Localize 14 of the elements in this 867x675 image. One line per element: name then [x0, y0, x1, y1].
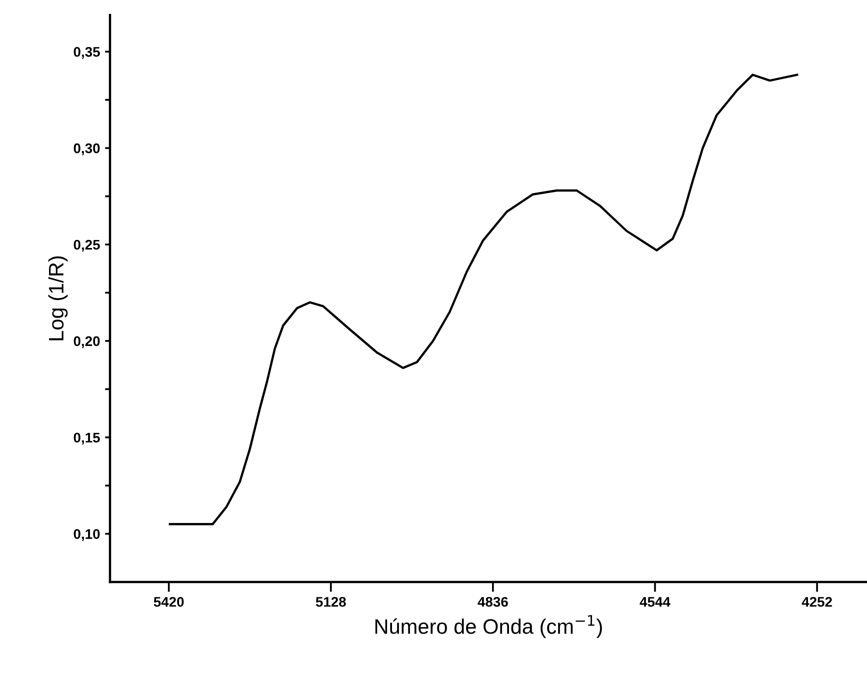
line-series	[168, 74, 798, 526]
y-tick-label: 0,10	[74, 529, 100, 541]
y-tick-label: 0,25	[74, 240, 100, 252]
x-tick-label: 5128	[316, 596, 346, 607]
y-tick-label: 0,20	[74, 336, 100, 348]
y-tick-label: 0,30	[74, 143, 100, 156]
y-axis-title: Log (1/R)	[48, 256, 68, 340]
x-tick-label: 4544	[640, 597, 670, 607]
y-tick-label: 0,15	[74, 432, 100, 445]
y-tick-label: 0,35	[74, 46, 100, 59]
x-tick-label: 4252	[802, 596, 832, 607]
x-tick-label: 5420	[154, 596, 184, 607]
x-axis-title: Número de Onda (cm$^{−1}$)	[375, 615, 602, 638]
x-tick-label: 4836	[478, 596, 508, 607]
